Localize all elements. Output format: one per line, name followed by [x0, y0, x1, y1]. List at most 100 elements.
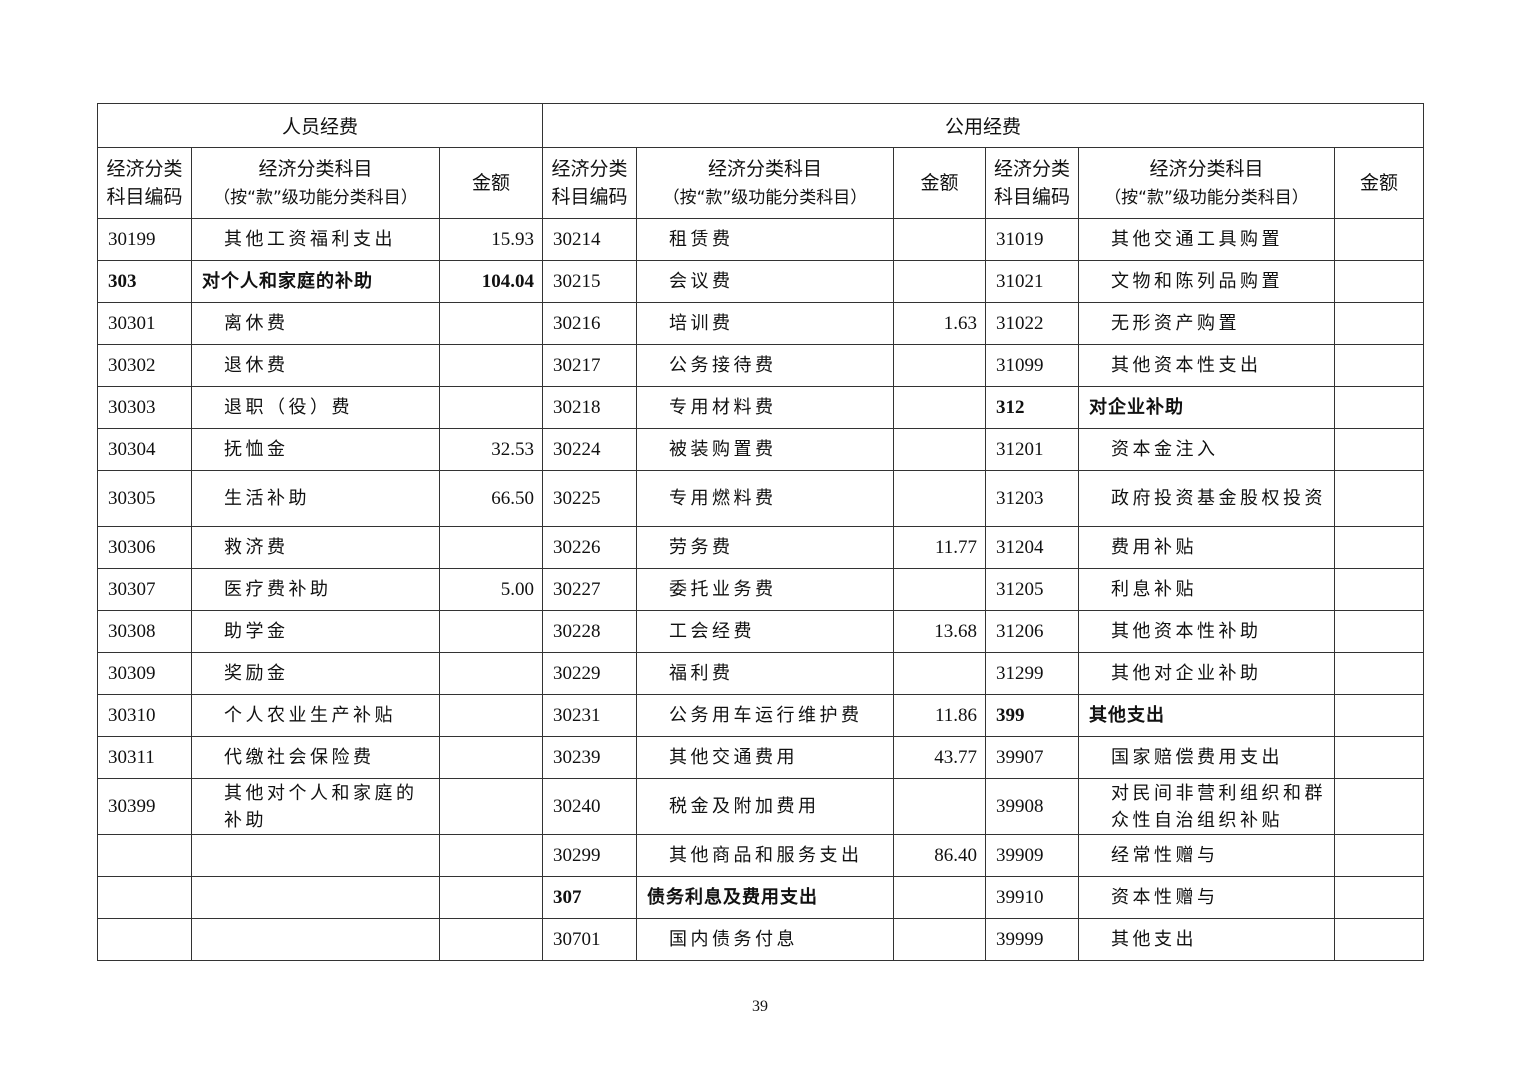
- header-amount: 金额: [439, 147, 543, 219]
- table-row: 30309 奖励金 30229 福利费 31299 其他对企业补助: [97, 652, 1425, 695]
- cell-amount: 104.04: [439, 260, 543, 303]
- cell-code: 30229: [542, 652, 637, 695]
- cell-amount: [1333, 302, 1425, 345]
- cell-amount: [893, 428, 986, 471]
- cell-amount: [1333, 694, 1425, 737]
- cell-name: 经常性赠与: [1078, 834, 1335, 877]
- cell-code: 30214: [542, 218, 637, 261]
- cell-amount: [1333, 876, 1425, 919]
- cell-amount: [439, 876, 543, 919]
- cell-amount: [439, 386, 543, 429]
- cell-amount: [1333, 834, 1425, 877]
- header-code-line1: 经济分类: [551, 158, 628, 180]
- header-code: 经济分类 科目编码: [542, 147, 637, 219]
- cell-code: 31205: [985, 568, 1079, 611]
- cell-code: 30304: [97, 428, 192, 471]
- cell-amount: [1333, 568, 1425, 611]
- cell-amount: 32.53: [439, 428, 543, 471]
- cell-amount: [1333, 778, 1425, 835]
- cell-name: 其他对个人和家庭的补助: [191, 778, 440, 835]
- cell-name: 个人农业生产补贴: [191, 694, 440, 737]
- table-row: 30701 国内债务付息 39999 其他支出: [97, 918, 1425, 961]
- cell-amount: [893, 386, 986, 429]
- cell-name: 救济费: [191, 526, 440, 569]
- cell-code: 30240: [542, 778, 637, 835]
- column-header-row: 经济分类 科目编码 经济分类科目 （按“款”级功能分类科目） 金额 经济分类 科目编码 经济分…: [97, 147, 1425, 219]
- header-name: 经济分类科目 （按“款”级功能分类科目）: [636, 147, 894, 219]
- cell-code: 39910: [985, 876, 1079, 919]
- cell-name: 公务用车运行维护费: [636, 694, 894, 737]
- cell-name: 奖励金: [191, 652, 440, 695]
- table-row: 30304 抚恤金 32.53 30224 被装购置费 31201 资本金注入: [97, 428, 1425, 471]
- cell-code: 30306: [97, 526, 192, 569]
- cell-code: 30311: [97, 736, 192, 779]
- table-row: 303 对个人和家庭的补助 104.04 30215 会议费 31021 文物和陈列品购置: [97, 260, 1425, 303]
- cell-amount: 86.40: [893, 834, 986, 877]
- cell-name: 劳务费: [636, 526, 894, 569]
- cell-code: 30305: [97, 470, 192, 527]
- cell-code: 30302: [97, 344, 192, 387]
- header-code: 经济分类 科目编码: [985, 147, 1079, 219]
- cell-name: 退休费: [191, 344, 440, 387]
- header-code-line2: 科目编码: [551, 186, 628, 208]
- table-row: 307 债务利息及费用支出 39910 资本性赠与: [97, 876, 1425, 919]
- cell-name: 专用材料费: [636, 386, 894, 429]
- header-code-line1: 经济分类: [993, 158, 1070, 180]
- cell-name: 租赁费: [636, 218, 894, 261]
- cell-code: 30215: [542, 260, 637, 303]
- cell-amount: 15.93: [439, 218, 543, 261]
- cell-amount: [1333, 386, 1425, 429]
- cell-amount: [439, 918, 543, 961]
- cell-code: 30226: [542, 526, 637, 569]
- cell-name: 代缴社会保险费: [191, 736, 440, 779]
- cell-code: [97, 834, 192, 877]
- cell-amount: [439, 302, 543, 345]
- cell-code: 303: [97, 260, 192, 303]
- cell-name: [191, 876, 440, 919]
- header-name-line1: 经济分类科目: [707, 157, 822, 180]
- cell-name: 其他对企业补助: [1078, 652, 1335, 695]
- cell-name: 文物和陈列品购置: [1078, 260, 1335, 303]
- cell-name: 费用补贴: [1078, 526, 1335, 569]
- cell-name: 专用燃料费: [636, 470, 894, 527]
- table-row: 30306 救济费 30226 劳务费 11.77 31204 费用补贴: [97, 526, 1425, 569]
- group-header-row: 人员经费 公用经费: [97, 103, 1425, 148]
- cell-amount: [893, 344, 986, 387]
- cell-code: 30217: [542, 344, 637, 387]
- cell-name: [191, 918, 440, 961]
- cell-code: 30399: [97, 778, 192, 835]
- cell-amount: [893, 568, 986, 611]
- cell-name: [191, 834, 440, 877]
- cell-amount: 66.50: [439, 470, 543, 527]
- header-name: 经济分类科目 （按“款”级功能分类科目）: [191, 147, 440, 219]
- cell-name: 会议费: [636, 260, 894, 303]
- cell-code: 30301: [97, 302, 192, 345]
- cell-amount: 11.77: [893, 526, 986, 569]
- cell-name: 其他工资福利支出: [191, 218, 440, 261]
- table-row: 30301 离休费 30216 培训费 1.63 31022 无形资产购置: [97, 302, 1425, 345]
- cell-name: 福利费: [636, 652, 894, 695]
- cell-code: 30310: [97, 694, 192, 737]
- cell-amount: [439, 694, 543, 737]
- header-name-line1: 经济分类科目: [258, 157, 373, 180]
- cell-amount: [1333, 652, 1425, 695]
- cell-code: 31204: [985, 526, 1079, 569]
- cell-amount: 43.77: [893, 736, 986, 779]
- table-body: 30199 其他工资福利支出 15.93 30214 租赁费 31019 其他交通工具购置 3…: [97, 218, 1425, 961]
- cell-code: 39999: [985, 918, 1079, 961]
- header-amount: 金额: [1333, 147, 1425, 219]
- cell-amount: [1333, 736, 1425, 779]
- cell-name: 对个人和家庭的补助: [191, 260, 440, 303]
- cell-amount: [1333, 428, 1425, 471]
- cell-code: 30225: [542, 470, 637, 527]
- table-row: 30310 个人农业生产补贴 30231 公务用车运行维护费 11.86 399 其他支出: [97, 694, 1425, 737]
- header-code: 经济分类 科目编码: [97, 147, 192, 219]
- cell-code: 31019: [985, 218, 1079, 261]
- cell-code: [97, 876, 192, 919]
- cell-amount: [439, 834, 543, 877]
- cell-amount: [1333, 344, 1425, 387]
- cell-code: 30309: [97, 652, 192, 695]
- cell-amount: 5.00: [439, 568, 543, 611]
- cell-amount: [893, 652, 986, 695]
- cell-name: 其他支出: [1078, 918, 1335, 961]
